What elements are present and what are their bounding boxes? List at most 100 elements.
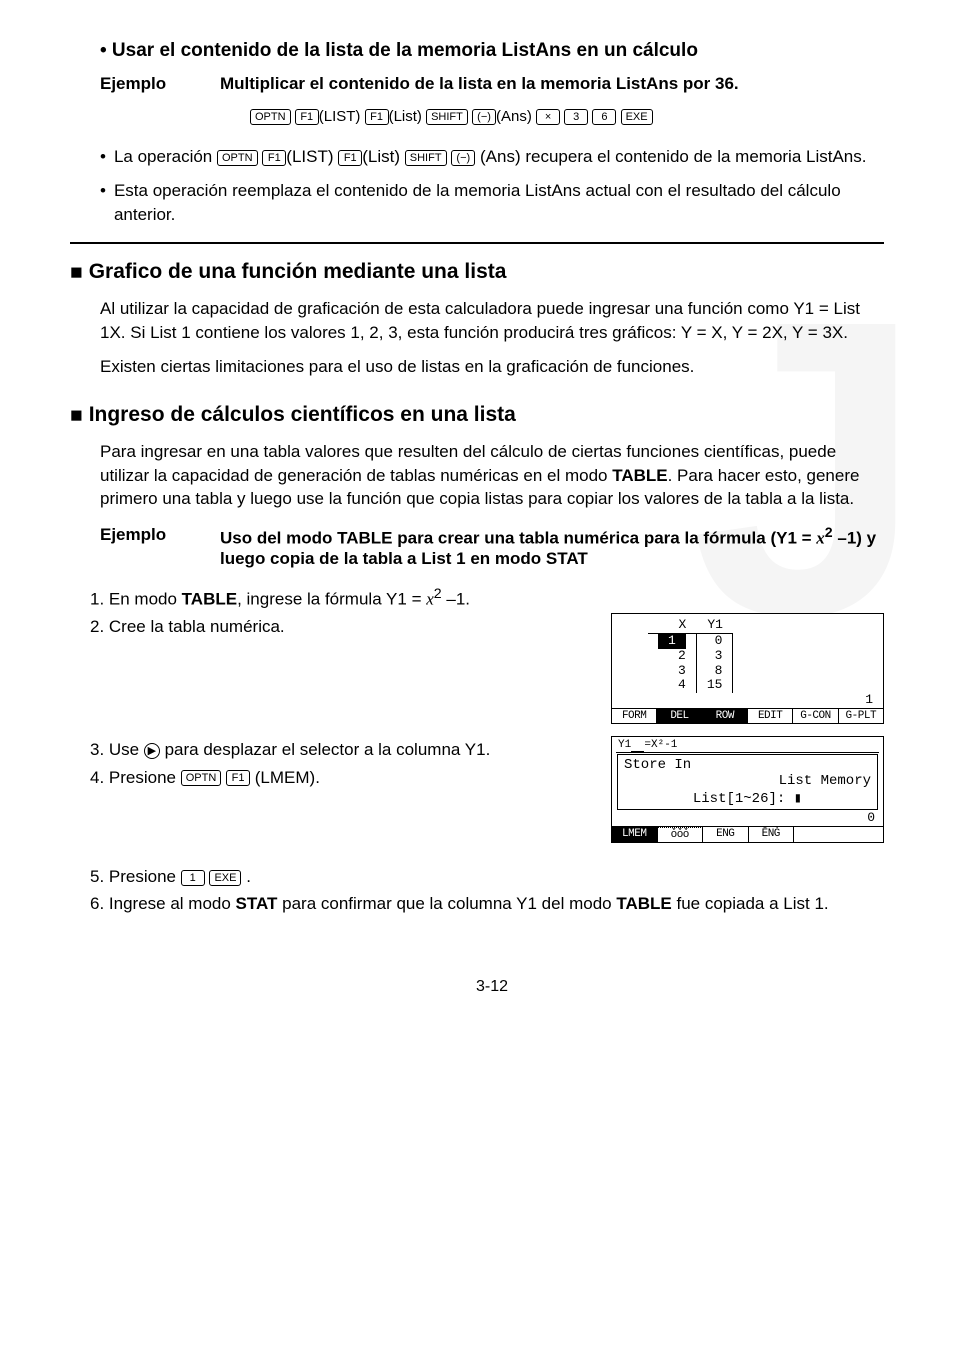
cell: 8: [696, 664, 733, 679]
step5-a: 5. Presione: [90, 867, 181, 886]
step1-c: –1.: [442, 590, 470, 609]
step1-a: 1. En modo: [90, 590, 182, 609]
step4-b: (LMEM).: [255, 768, 320, 787]
scr2-line2: Store In: [624, 757, 871, 773]
step3: 3. Use ▶ para desplazar el selector a la…: [90, 736, 591, 763]
bullet1-pre: La operación: [114, 147, 217, 166]
label-list: (LIST): [319, 108, 361, 125]
ejemplo-label: Ejemplo: [100, 74, 180, 94]
section1-para1: Al utilizar la capacidad de graficación …: [100, 297, 884, 345]
table-word: TABLE: [182, 590, 237, 609]
key-neg: (−): [472, 109, 496, 125]
step1-b: , ingrese la fórmula Y1 =: [237, 590, 426, 609]
step4-a: 4. Presione: [90, 768, 181, 787]
cell: 3: [696, 649, 733, 664]
ejemplo2-a: Uso del modo TABLE para crear una tabla …: [220, 529, 816, 548]
tab-lmem: LMEM: [612, 827, 658, 842]
key-optn: OPTN: [217, 150, 258, 166]
divider: [70, 242, 884, 244]
bullet-dot: •: [100, 145, 106, 169]
scr2-line3: List Memory: [624, 773, 871, 789]
key-x: ×: [536, 109, 560, 125]
step2: 2. Cree la tabla numérica.: [90, 613, 591, 640]
tab-edit: EDIT: [748, 709, 793, 723]
tab-dotted: ȱȱȱ: [658, 827, 704, 842]
step3-b: para desplazar el selector a la columna …: [160, 740, 490, 759]
tab-form: FORM: [612, 709, 657, 723]
section1-para2: Existen ciertas limitaciones para el uso…: [100, 355, 884, 379]
calculator-screen-2: Y1 =X²-1 Store In List Memory List[1~26]…: [611, 736, 884, 843]
table-word: TABLE: [616, 894, 671, 913]
section1-title: Grafico de una función mediante una list…: [89, 260, 507, 283]
cell: 15: [696, 678, 733, 693]
label-ans: (Ans): [496, 108, 532, 125]
ejemplo2-text: Uso del modo TABLE para crear una tabla …: [220, 525, 884, 569]
bullet1-post: (Ans) recupera el contenido de la memori…: [480, 147, 866, 166]
square-icon: ■: [70, 404, 83, 427]
tab-gplt: G-PLT: [839, 709, 883, 723]
cell: 3: [648, 664, 696, 679]
scr2-line1: Y1 =X²-1: [616, 739, 879, 753]
key-shift: SHIFT: [426, 109, 468, 125]
step4: 4. Presione OPTN F1 (LMEM).: [90, 764, 591, 791]
ejemplo1-text: Multiplicar el contenido de la lista en …: [220, 74, 884, 94]
key-f1: F1: [365, 109, 389, 125]
label-list: (LIST): [286, 147, 333, 166]
key-optn: OPTN: [250, 109, 291, 125]
table-grid: XY1 10 23 38 415: [648, 618, 793, 694]
key-neg: (−): [451, 150, 475, 166]
tab-row: ROW: [703, 709, 748, 723]
sup2: 2: [434, 586, 442, 602]
key-sequence-1: OPTN F1(LIST) F1(List) SHIFT (−)(Ans) × …: [250, 108, 884, 125]
key-f1: F1: [338, 150, 362, 166]
cell: 4: [648, 678, 696, 693]
th-x: X: [648, 618, 696, 633]
tab-blank: [794, 827, 839, 842]
key-exe: EXE: [209, 870, 241, 886]
section1-heading: ■ Grafico de una función mediante una lis…: [70, 260, 884, 285]
square-icon: ■: [70, 261, 83, 284]
key-optn: OPTN: [181, 770, 222, 786]
bullet1-text: La operación OPTN F1(LIST) F1(List) SHIF…: [114, 145, 884, 169]
key-f1: F1: [295, 109, 319, 125]
sup2: 2: [825, 525, 833, 541]
calculator-screen-1: XY1 10 23 38 415 1 FORM DEL ROW EDIT G-C…: [611, 613, 884, 725]
ejemplo-label: Ejemplo: [100, 525, 180, 569]
key-3: 3: [564, 109, 588, 125]
key-exe: EXE: [621, 109, 653, 125]
right-val: 1: [618, 693, 877, 708]
key-6: 6: [592, 109, 616, 125]
arrow-right-icon: ▶: [144, 743, 160, 759]
cell: 1: [658, 634, 686, 649]
section2-heading: ■ Ingreso de cálculos científicos en una …: [70, 403, 884, 428]
table-word: TABLE: [612, 466, 667, 485]
tab-eng1: ENG: [703, 827, 749, 842]
cell: 0: [696, 633, 733, 648]
scr2-line4: List[1~26]: ▮: [624, 789, 871, 807]
step3-a: 3. Use: [90, 740, 144, 759]
tab-blank: [839, 827, 884, 842]
scr2-rval: 0: [616, 811, 879, 826]
section2-para1: Para ingresar en una tabla valores que r…: [100, 440, 884, 511]
step6-a: 6. Ingrese al modo: [90, 894, 236, 913]
bullet2-text: Esta operación reemplaza el contenido de…: [114, 179, 884, 227]
tab-gcon: G-CON: [793, 709, 838, 723]
bullet-dot: •: [100, 179, 106, 227]
stat-word: STAT: [236, 894, 278, 913]
label-list2: (List): [389, 108, 422, 125]
key-shift: SHIFT: [405, 150, 447, 166]
step5: 5. Presione 1 EXE .: [90, 863, 884, 890]
step6: 6. Ingrese al modo STAT para confirmar q…: [90, 890, 884, 917]
tab-del: DEL: [657, 709, 702, 723]
section2-title: Ingreso de cálculos científicos en una l…: [89, 403, 516, 426]
label-list2: (List): [362, 147, 400, 166]
key-f1: F1: [226, 770, 250, 786]
tab-eng2: ĒNĠ: [749, 827, 795, 842]
step5-b: .: [246, 867, 251, 886]
key-1: 1: [181, 870, 205, 886]
step6-b: para confirmar que la columna Y1 del mod…: [277, 894, 616, 913]
dot-heading: • Usar el contenido de la lista de la me…: [100, 40, 884, 62]
key-f1: F1: [262, 150, 286, 166]
cell: 2: [648, 649, 696, 664]
step6-c: fue copiada a List 1.: [672, 894, 829, 913]
